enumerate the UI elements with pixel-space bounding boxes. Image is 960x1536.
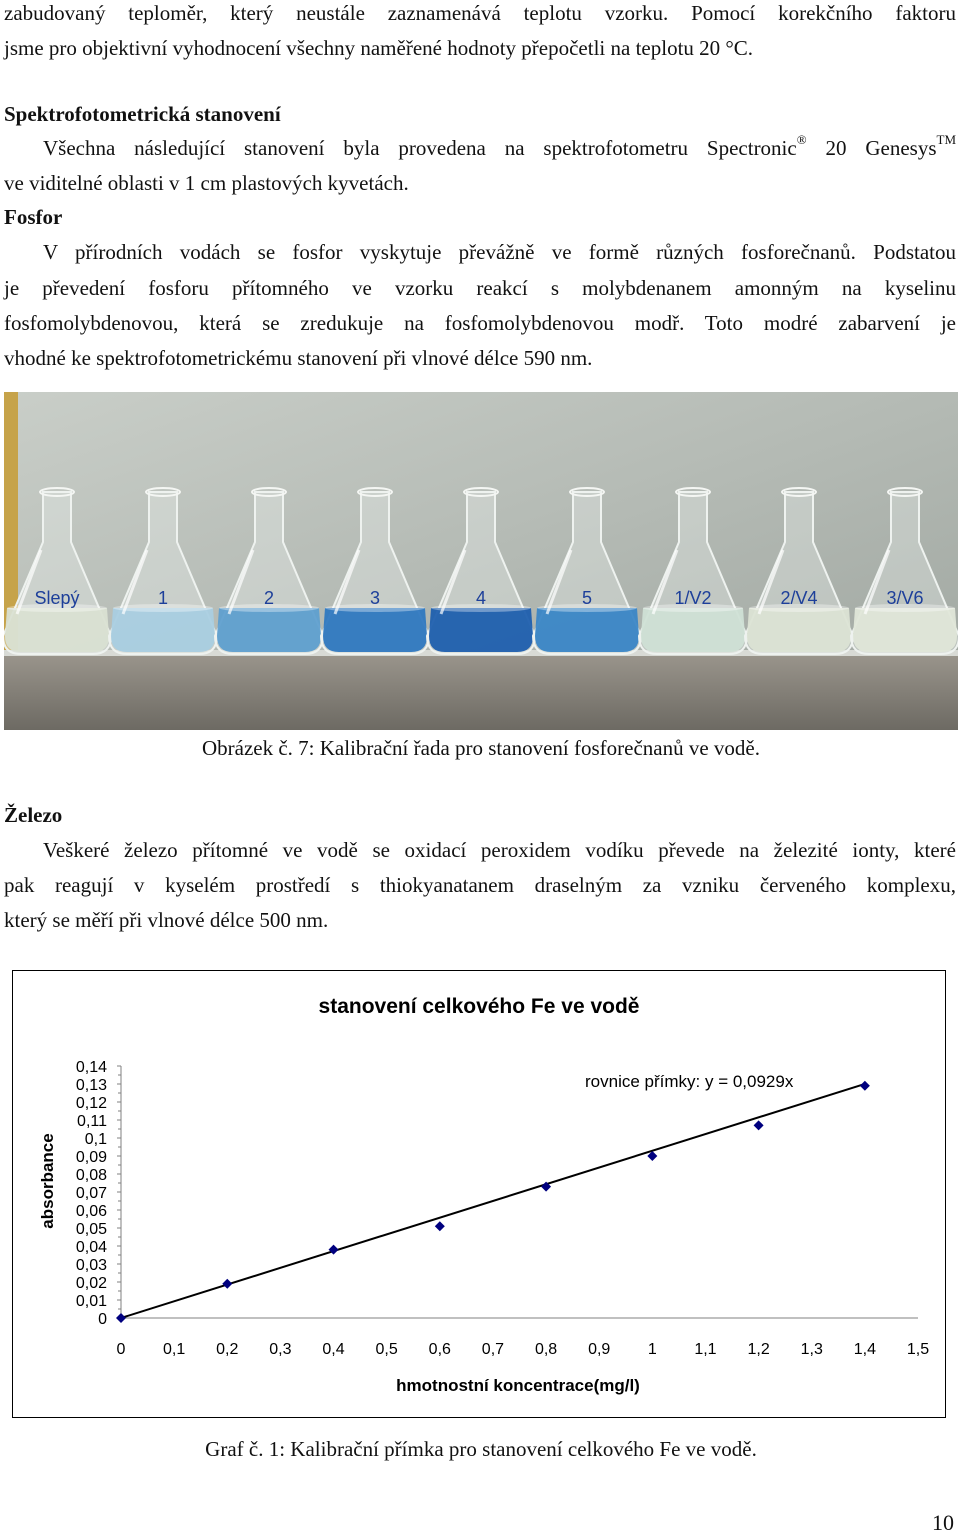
- data-point: [434, 1221, 445, 1232]
- flask-6: 5: [531, 487, 643, 655]
- y-tick-label: 0,12: [76, 1095, 107, 1112]
- registered-mark: ®: [796, 132, 807, 147]
- data-point: [328, 1244, 339, 1255]
- y-tick-label: 0: [98, 1311, 107, 1328]
- y-tick-label: 0,11: [77, 1113, 107, 1130]
- flask-label: 2/V4: [780, 588, 817, 608]
- chart-title: stanovení celkového Fe ve vodě: [319, 995, 640, 1018]
- zelezo-line-1: Veškeré železo přítomné ve vodě se oxida…: [43, 838, 956, 862]
- y-tick-label: 0,03: [76, 1257, 107, 1274]
- flask-4: 3: [319, 487, 431, 655]
- flask-7: 1/V2: [637, 487, 749, 655]
- data-point: [647, 1151, 658, 1161]
- flask-2: 1: [107, 487, 219, 655]
- y-tick-label: 0,08: [76, 1167, 107, 1184]
- intro-line-1: zabudovaný teploměr, který neustále zazn…: [4, 1, 956, 25]
- plot-area: 00,010,020,030,040,050,060,070,080,090,1…: [76, 1059, 929, 1358]
- flask-1: Slepý: [4, 487, 113, 655]
- data-point: [116, 1313, 126, 1323]
- x-tick-label: 0,5: [376, 1341, 398, 1358]
- flask-3: 2: [213, 487, 325, 655]
- zelezo-heading: Železo: [4, 803, 63, 827]
- flask-label: 2: [264, 588, 274, 608]
- fosfor-line-3: fosfomolybdenovou, která se zredukuje na…: [4, 311, 956, 335]
- y-tick-label: 0,02: [76, 1275, 107, 1292]
- flask-label: 1/V2: [674, 588, 711, 608]
- page-number: 10: [932, 1510, 954, 1535]
- y-tick-label: 0,14: [76, 1059, 107, 1076]
- y-tick-label: 0,04: [76, 1239, 107, 1256]
- flask-group: Slepý 1 2 3 4 5 1/V2 2/V4 3/V6: [4, 487, 958, 655]
- flask-label: 3: [370, 588, 380, 608]
- trendline: [120, 1082, 866, 1319]
- fosfor-line-2: je převedení fosforu přítomného ve vzork…: [4, 276, 956, 300]
- flask-label: 5: [582, 588, 592, 608]
- flask-8: 2/V4: [743, 487, 855, 655]
- x-tick-label: 0,9: [588, 1341, 610, 1358]
- zelezo-line-3: který se měří při vlnové délce 500 nm.: [4, 908, 329, 932]
- y-tick-label: 0,1: [85, 1131, 107, 1148]
- x-tick-label: 0,8: [535, 1341, 557, 1358]
- chart-caption: Graf č. 1: Kalibrační přímka pro stanove…: [205, 1437, 757, 1461]
- x-tick-label: 0,3: [269, 1341, 291, 1358]
- y-tick-label: 0,13: [76, 1077, 107, 1094]
- x-tick-label: 1,3: [801, 1341, 823, 1358]
- y-tick-label: 0,07: [76, 1185, 107, 1202]
- flask-label: 3/V6: [886, 588, 923, 608]
- flask-label: Slepý: [34, 588, 79, 608]
- zelezo-line-2: pak reagují v kyselém prostředí s thioky…: [4, 873, 956, 897]
- fosfor-line-4: vhodné ke spektrofotometrickému stanoven…: [4, 346, 593, 370]
- spectro-heading: Spektrofotometrická stanovení: [4, 102, 281, 126]
- chart-svg: stanovení celkového Fe ve vodě rovnice p…: [38, 995, 929, 1395]
- data-point: [859, 1080, 870, 1091]
- x-tick-label: 0: [117, 1341, 126, 1358]
- calibration-flasks-photo: Slepý 1 2 3 4 5 1/V2 2/V4 3/V6: [4, 392, 958, 730]
- x-tick-label: 1,2: [747, 1341, 769, 1358]
- flask-5: 4: [425, 487, 537, 655]
- data-point: [541, 1181, 552, 1192]
- x-axis-label: hmotnostní koncentrace(mg/l): [396, 1376, 640, 1395]
- fosfor-heading: Fosfor: [4, 205, 63, 229]
- spectro-line-1-text-b: 20 Genesys: [806, 136, 937, 160]
- photo-caption: Obrázek č. 7: Kalibrační řada pro stanov…: [201, 736, 761, 760]
- flask-9: 3/V6: [849, 487, 958, 655]
- y-tick-label: 0,01: [76, 1293, 107, 1310]
- data-point: [753, 1120, 764, 1131]
- x-tick-label: 1,4: [854, 1341, 876, 1358]
- spectro-line-1: Všechna následující stanovení byla prove…: [4, 131, 956, 166]
- x-tick-label: 0,4: [322, 1341, 344, 1358]
- x-tick-label: 0,6: [429, 1341, 451, 1358]
- trademark-mark: TM: [936, 132, 957, 147]
- y-axis-label: absorbance: [38, 1133, 57, 1228]
- x-tick-label: 0,1: [163, 1341, 185, 1358]
- data-point: [222, 1278, 233, 1289]
- spectro-line-2: ve viditelné oblasti v 1 cm plastových k…: [4, 171, 409, 195]
- fe-calibration-chart: stanovení celkového Fe ve vodě rovnice p…: [12, 970, 946, 1418]
- x-tick-label: 0,7: [482, 1341, 504, 1358]
- x-tick-label: 1: [648, 1341, 657, 1358]
- x-tick-label: 1,1: [694, 1341, 716, 1358]
- fosfor-line-1: V přírodních vodách se fosfor vyskytuje …: [43, 240, 956, 264]
- flask-label: 4: [476, 588, 486, 608]
- equation-annotation: rovnice přímky: y = 0,0929x: [585, 1072, 794, 1091]
- y-tick-label: 0,06: [76, 1203, 107, 1220]
- x-tick-label: 0,2: [216, 1341, 238, 1358]
- y-tick-label: 0,09: [76, 1149, 107, 1166]
- y-tick-label: 0,05: [76, 1221, 107, 1238]
- intro-line-2: jsme pro objektivní vyhodnocení všechny …: [4, 36, 754, 60]
- spectro-line-1-text-a: Všechna následující stanovení byla prove…: [43, 136, 797, 160]
- x-tick-label: 1,5: [907, 1341, 929, 1358]
- flask-label: 1: [158, 588, 168, 608]
